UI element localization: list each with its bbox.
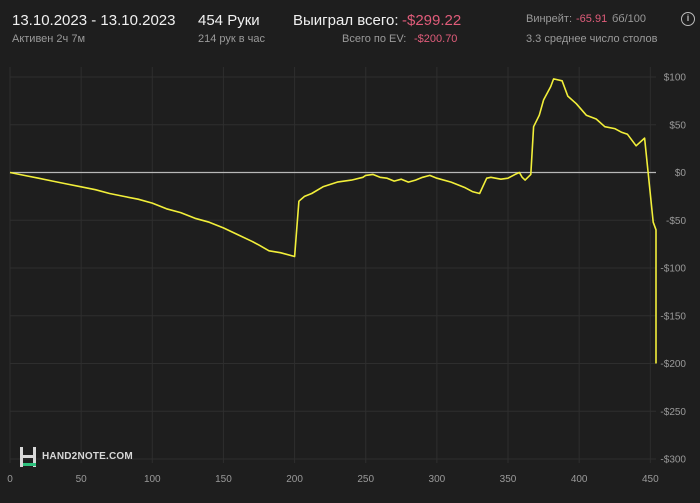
y-tick-label: $100 (664, 73, 687, 84)
won-value: -$299.22 (402, 12, 462, 29)
y-tick-label: -$100 (660, 264, 686, 275)
x-tick-label: 300 (429, 474, 446, 485)
winrate-label: Винрейт: (526, 13, 573, 25)
x-tick-label: 0 (7, 474, 13, 485)
hand2note-logo-icon (20, 447, 36, 467)
winrate-value: -65.91 (576, 13, 608, 25)
x-tick-label: 250 (357, 474, 374, 485)
date-range: 13.10.2023 - 13.10.2023 (12, 12, 176, 29)
winrate-unit: бб/100 (612, 13, 647, 25)
ev-value: -$200.70 (414, 33, 458, 45)
x-tick-label: 400 (571, 474, 588, 485)
x-tick-label: 350 (500, 474, 517, 485)
won-label: Выиграл всего: (293, 12, 399, 29)
tables-average: 3.3 среднее число столов (526, 33, 658, 45)
y-tick-label: -$150 (660, 311, 686, 322)
x-tick-label: 150 (215, 474, 232, 485)
session-header: 13.10.2023 - 13.10.2023 Активен 2ч 7м 45… (0, 0, 700, 60)
bankroll-chart: 0 50 100 150 200 250 300 350 400 450 $100 $50 $0 -$50… (7, 67, 686, 486)
y-tick-label: $50 (669, 120, 686, 131)
y-tick-label: -$50 (666, 216, 686, 227)
hands-per-hour: 214 рук в час (198, 33, 266, 45)
x-tick-label: 450 (642, 474, 659, 485)
series-line (9, 78, 657, 364)
y-tick-label: $0 (675, 168, 687, 179)
ev-label: Всего по EV: (342, 33, 407, 45)
y-tick-label: -$300 (660, 455, 686, 466)
y-tick-label: -$200 (660, 359, 686, 370)
active-time: Активен 2ч 7м (12, 33, 86, 45)
watermark-text: HAND2NOTE.COM (42, 451, 133, 462)
y-tick-label: -$250 (660, 407, 686, 418)
grid (9, 67, 656, 463)
x-tick-label: 50 (76, 474, 88, 485)
series-lines (9, 78, 657, 364)
axes: 0 50 100 150 200 250 300 350 400 450 $100 $50 $0 -$50… (7, 73, 686, 486)
x-tick-label: 100 (144, 474, 161, 485)
watermark: HAND2NOTE.COM (18, 445, 158, 469)
hands-count: 454 Руки (198, 12, 260, 29)
info-icon[interactable]: i (681, 12, 695, 26)
x-tick-label: 200 (286, 474, 303, 485)
